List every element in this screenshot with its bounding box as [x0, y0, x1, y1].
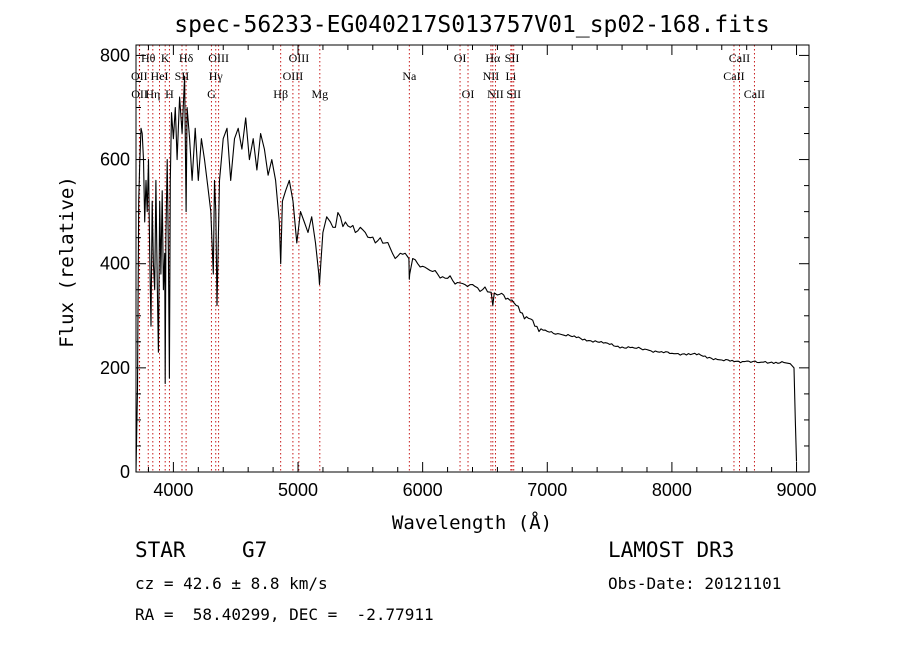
line-marker-label: NII: [483, 69, 500, 83]
line-marker-label: Hθ: [141, 51, 156, 65]
x-tick-label: 4000: [153, 480, 193, 500]
line-marker-label: OII: [131, 87, 148, 101]
line-marker-label: Hγ: [209, 69, 224, 83]
line-marker-label: K: [161, 51, 170, 65]
line-marker-label: OI: [462, 87, 475, 101]
line-marker-label: CaII: [744, 87, 765, 101]
line-marker-label: Hα: [485, 51, 501, 65]
line-marker-label: HeI: [151, 69, 169, 83]
x-axis-label: Wavelength (Å): [392, 511, 552, 534]
line-marker-label: OIII: [289, 51, 310, 65]
spectrum-line: [135, 75, 798, 473]
x-tick-label: 7000: [527, 480, 567, 500]
redshift-readout: cz = 42.6 ± 8.8 km/s: [135, 574, 328, 593]
y-tick-label: 800: [100, 45, 130, 65]
y-axis: 0 200 400 600 800: [100, 45, 809, 482]
line-markers: [138, 45, 755, 472]
line-marker-label: NII: [487, 87, 504, 101]
line-marker-label: Hδ: [179, 51, 194, 65]
x-tick-label: 9000: [777, 480, 817, 500]
obs-date: Obs-Date: 20121101: [608, 574, 782, 593]
x-axis: 4000 5000 6000 7000 8000 9000: [147, 45, 817, 500]
y-tick-label: 0: [120, 462, 130, 482]
line-marker-label: Mg: [311, 87, 328, 101]
line-marker-label: OIII: [208, 51, 229, 65]
line-marker-label: Hβ: [273, 87, 288, 101]
y-tick-label: 600: [100, 150, 130, 170]
x-tick-label: 8000: [652, 480, 692, 500]
coordinates: RA = 58.40299, DEC = -2.77911: [135, 605, 434, 624]
line-marker-label: SII: [175, 69, 190, 83]
line-marker-label: OI: [454, 51, 467, 65]
line-marker-label: Na: [402, 69, 417, 83]
line-marker-label: OIII: [283, 69, 304, 83]
line-marker-label: SII: [505, 51, 520, 65]
x-tick-label: 6000: [403, 480, 443, 500]
x-tick-label: 5000: [278, 480, 318, 500]
survey-name: LAMOST DR3: [608, 538, 735, 562]
line-marker-label: G: [207, 87, 216, 101]
plot-frame: [135, 44, 810, 473]
object-class: STAR: [135, 538, 186, 562]
line-marker-label: SII: [506, 87, 521, 101]
object-subclass: G7: [242, 538, 268, 562]
line-marker-label: Li: [506, 69, 517, 83]
line-marker-label: Hη: [145, 87, 160, 101]
y-tick-label: 400: [100, 254, 130, 274]
line-marker-label: CaII: [729, 51, 750, 65]
line-marker-label: OII: [131, 69, 148, 83]
chart-title: spec-56233-EG040217S013757V01_sp02-168.f…: [174, 12, 769, 38]
line-marker-label: H: [165, 87, 174, 101]
y-axis-label: Flux (relative): [56, 176, 78, 348]
y-tick-label: 200: [100, 358, 130, 378]
line-marker-label: CaII: [723, 69, 744, 83]
